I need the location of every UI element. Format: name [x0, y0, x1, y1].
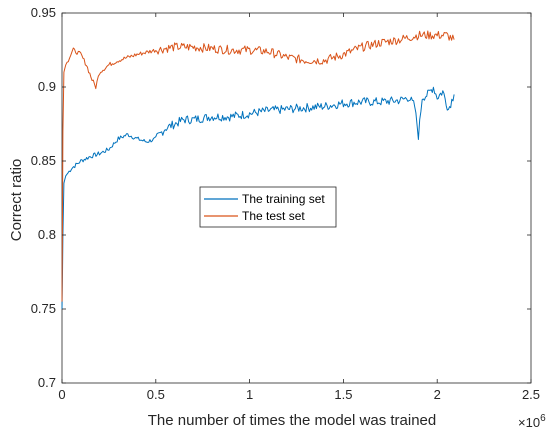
- x-multiplier-label: ×106: [518, 413, 546, 430]
- x-axis-label: The number of times the model was traine…: [148, 412, 436, 429]
- y-tick-label: 0.95: [31, 5, 56, 20]
- legend-box: [199, 186, 337, 228]
- y-tick-label: 0.9: [38, 79, 56, 94]
- legend-label: The training set: [242, 192, 325, 206]
- x-tick-label: 0.5: [147, 387, 165, 402]
- x-tick-label: 0: [58, 387, 65, 402]
- series-line-0: [61, 86, 455, 310]
- legend: The training set The test set: [199, 186, 337, 228]
- series-layer: [61, 30, 455, 310]
- y-axis-label: Correct ratio: [8, 159, 25, 242]
- y-tick-label: 0.85: [31, 153, 56, 168]
- y-tick-label: 0.75: [31, 301, 56, 316]
- x-tick-label: 2.5: [522, 387, 540, 402]
- y-tick-label: 0.8: [38, 227, 56, 242]
- x-tick-label: 1: [246, 387, 253, 402]
- legend-label: The test set: [242, 209, 305, 223]
- x-tick-label: 1.5: [334, 387, 352, 402]
- y-tick-label: 0.7: [38, 375, 56, 390]
- axes-layer: 0 0.5 1 1.5 2 2.5 0.7 0.75 0.8 0.85 0.9 0.95: [31, 5, 540, 402]
- series-line-1: [61, 30, 455, 302]
- x-tick-label: 2: [434, 387, 441, 402]
